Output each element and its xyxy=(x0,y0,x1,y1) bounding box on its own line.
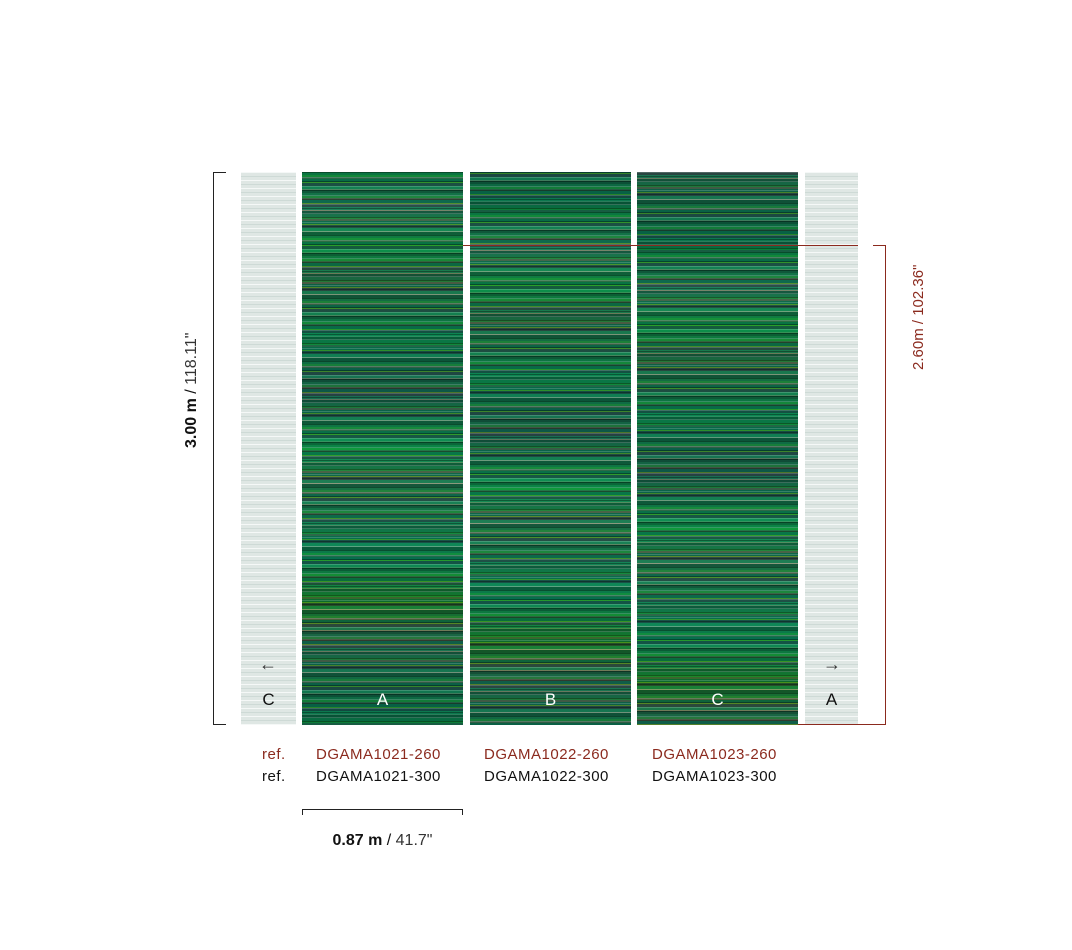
ref-c-300: DGAMA1023-300 xyxy=(652,768,777,785)
arrow-left-icon: ← xyxy=(259,654,277,674)
height-imperial: 118.11" xyxy=(183,332,200,385)
panel-a: A xyxy=(302,172,463,725)
height-label-260: 2.60m / 102.36" xyxy=(910,264,927,370)
height-metric: 3.00 m xyxy=(183,398,200,448)
panel-letter: B xyxy=(544,690,557,709)
width-metric: 0.87 m xyxy=(332,832,383,849)
panel-c: C xyxy=(637,172,798,725)
width-label: 0.87 m / 41.7" xyxy=(332,832,433,849)
ref-label-260: ref. xyxy=(262,746,286,763)
cut-line-260 xyxy=(463,245,858,246)
panel-letter: A xyxy=(376,690,389,709)
side-right-letter: A xyxy=(825,690,838,709)
height-bracket-260 xyxy=(873,245,886,725)
ref-a-300: DGAMA1021-300 xyxy=(316,768,441,785)
side-panel-left: ← C xyxy=(241,172,296,725)
height-bracket-3m xyxy=(213,172,226,725)
height-short-imperial: 102.36" xyxy=(910,264,927,316)
panel-b: B xyxy=(470,172,631,725)
height-short-metric: 2.60m xyxy=(910,328,927,370)
ref-c-260: DGAMA1023-260 xyxy=(652,746,777,763)
ref-label-300: ref. xyxy=(262,768,286,785)
height-label-3m: 3.00 m / 118.11" xyxy=(183,332,200,448)
arrow-right-icon: → xyxy=(823,654,841,674)
bottom-line-red xyxy=(798,724,878,725)
ref-b-260: DGAMA1022-260 xyxy=(484,746,609,763)
ref-a-260: DGAMA1021-260 xyxy=(316,746,441,763)
width-bracket xyxy=(302,809,463,815)
panel-letter: C xyxy=(711,690,724,709)
side-left-letter: C xyxy=(262,690,275,709)
side-panel-right: → A xyxy=(805,172,858,725)
width-imperial: 41.7" xyxy=(395,832,433,849)
ref-b-300: DGAMA1022-300 xyxy=(484,768,609,785)
